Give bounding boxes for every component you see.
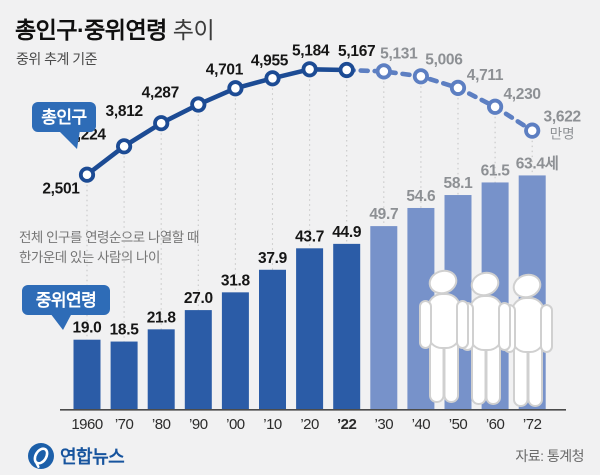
line-marker xyxy=(116,138,133,155)
logo-circle xyxy=(28,443,54,469)
x-axis-label: ’50 xyxy=(449,416,468,433)
line-marker xyxy=(412,68,429,85)
median-age-bar xyxy=(221,292,249,410)
line-value-label: 4,230 xyxy=(503,86,540,103)
logo-glyph xyxy=(33,447,49,468)
bar-value-label: 37.9 xyxy=(258,250,288,267)
median-age-bar xyxy=(184,310,212,410)
bar-value-label: 43.7 xyxy=(295,228,324,245)
line-value-label: 2,501 xyxy=(42,181,80,198)
line-value-label: 5,184 xyxy=(292,42,330,59)
x-axis-label: ’72 xyxy=(523,416,542,433)
line-marker xyxy=(227,80,244,97)
x-axis-label: ’90 xyxy=(189,416,208,433)
median-age-description: 전체 인구를 연령순으로 나열할 때 한가운데 있는 사람의 나이 xyxy=(19,230,199,265)
bar-value-label: 19.0 xyxy=(73,320,102,337)
x-axis-label: ’80 xyxy=(152,416,171,433)
callout-tail xyxy=(58,130,80,149)
subtitle: 중위 추계 기준 xyxy=(16,51,98,67)
bar-value-label: 61.5 xyxy=(481,162,511,179)
line-value-label: 5,006 xyxy=(425,51,463,68)
line-marker xyxy=(264,70,281,87)
series-callout-label: 중위연령 xyxy=(36,290,97,310)
source-credit: 자료: 통계청 xyxy=(515,448,584,464)
bar-value-label: 21.8 xyxy=(147,309,177,326)
title-main: 총인구·중위연령 xyxy=(15,17,167,43)
median-age-bar xyxy=(147,329,175,410)
bar-value-label: 63.4세 xyxy=(516,154,559,172)
page-title: 총인구·중위연령 추이 xyxy=(15,11,215,45)
line-value-label: 4,955 xyxy=(251,52,289,69)
bar-value-label: 18.5 xyxy=(110,322,140,339)
line-value-label: 5,131 xyxy=(380,45,418,62)
x-axis-label: ’40 xyxy=(412,416,431,433)
bar-value-label: 58.1 xyxy=(444,175,474,192)
line-marker xyxy=(301,61,318,78)
bar-value-label: 54.6 xyxy=(406,188,436,205)
callout-tail xyxy=(50,313,72,330)
median-age-bar xyxy=(110,341,138,410)
line-value-label: 3,622 xyxy=(544,109,581,126)
logo-text: 연합뉴스 xyxy=(60,447,125,467)
x-axis-label: ’00 xyxy=(226,416,245,433)
line-value-label: 4,701 xyxy=(206,61,244,78)
line-marker xyxy=(375,63,392,80)
series-callout-label: 총인구 xyxy=(41,108,87,127)
line-value-label: 4,287 xyxy=(142,85,179,102)
line-value-label: 5,167 xyxy=(338,43,375,60)
line-marker xyxy=(524,122,541,139)
person-silhouette-icon xyxy=(419,269,469,403)
line-marker xyxy=(486,98,504,115)
bar-value-label: 44.9 xyxy=(332,224,362,241)
x-axis-label: ’70 xyxy=(115,416,134,433)
median-age-bar xyxy=(333,243,361,410)
x-axis-label: ’10 xyxy=(263,416,282,433)
bar-value-label: 31.8 xyxy=(221,272,251,289)
x-axis-label: 1960 xyxy=(71,416,103,433)
x-axis-label: ’30 xyxy=(375,416,394,433)
yonhap-logo: 연합뉴스 xyxy=(27,442,125,470)
x-axis-label: ’20 xyxy=(300,416,319,433)
x-axis-label: ’60 xyxy=(486,416,505,433)
median-age-bar xyxy=(370,226,398,410)
population-line-actual xyxy=(84,67,349,177)
bar-value-label: 27.0 xyxy=(184,290,213,307)
median-age-bar xyxy=(259,269,286,410)
line-value-label: 4,711 xyxy=(467,67,504,84)
line-marker xyxy=(449,79,467,96)
median-age-bar xyxy=(296,248,324,410)
line-marker xyxy=(338,61,355,79)
title-suffix: 추이 xyxy=(172,17,215,43)
median-age-bar xyxy=(73,339,101,410)
line-marker xyxy=(153,115,170,132)
series-callout-bubble xyxy=(32,102,96,132)
line-marker xyxy=(190,96,207,113)
series-callout-bubble xyxy=(22,285,110,315)
line-marker xyxy=(78,166,96,183)
x-axis-label: ’22 xyxy=(337,416,357,433)
line-unit-label: 만명 xyxy=(550,127,575,142)
bar-value-label: 49.7 xyxy=(369,206,398,223)
yonhap-logo-icon xyxy=(28,443,54,469)
line-value-label: 3,812 xyxy=(106,103,143,120)
